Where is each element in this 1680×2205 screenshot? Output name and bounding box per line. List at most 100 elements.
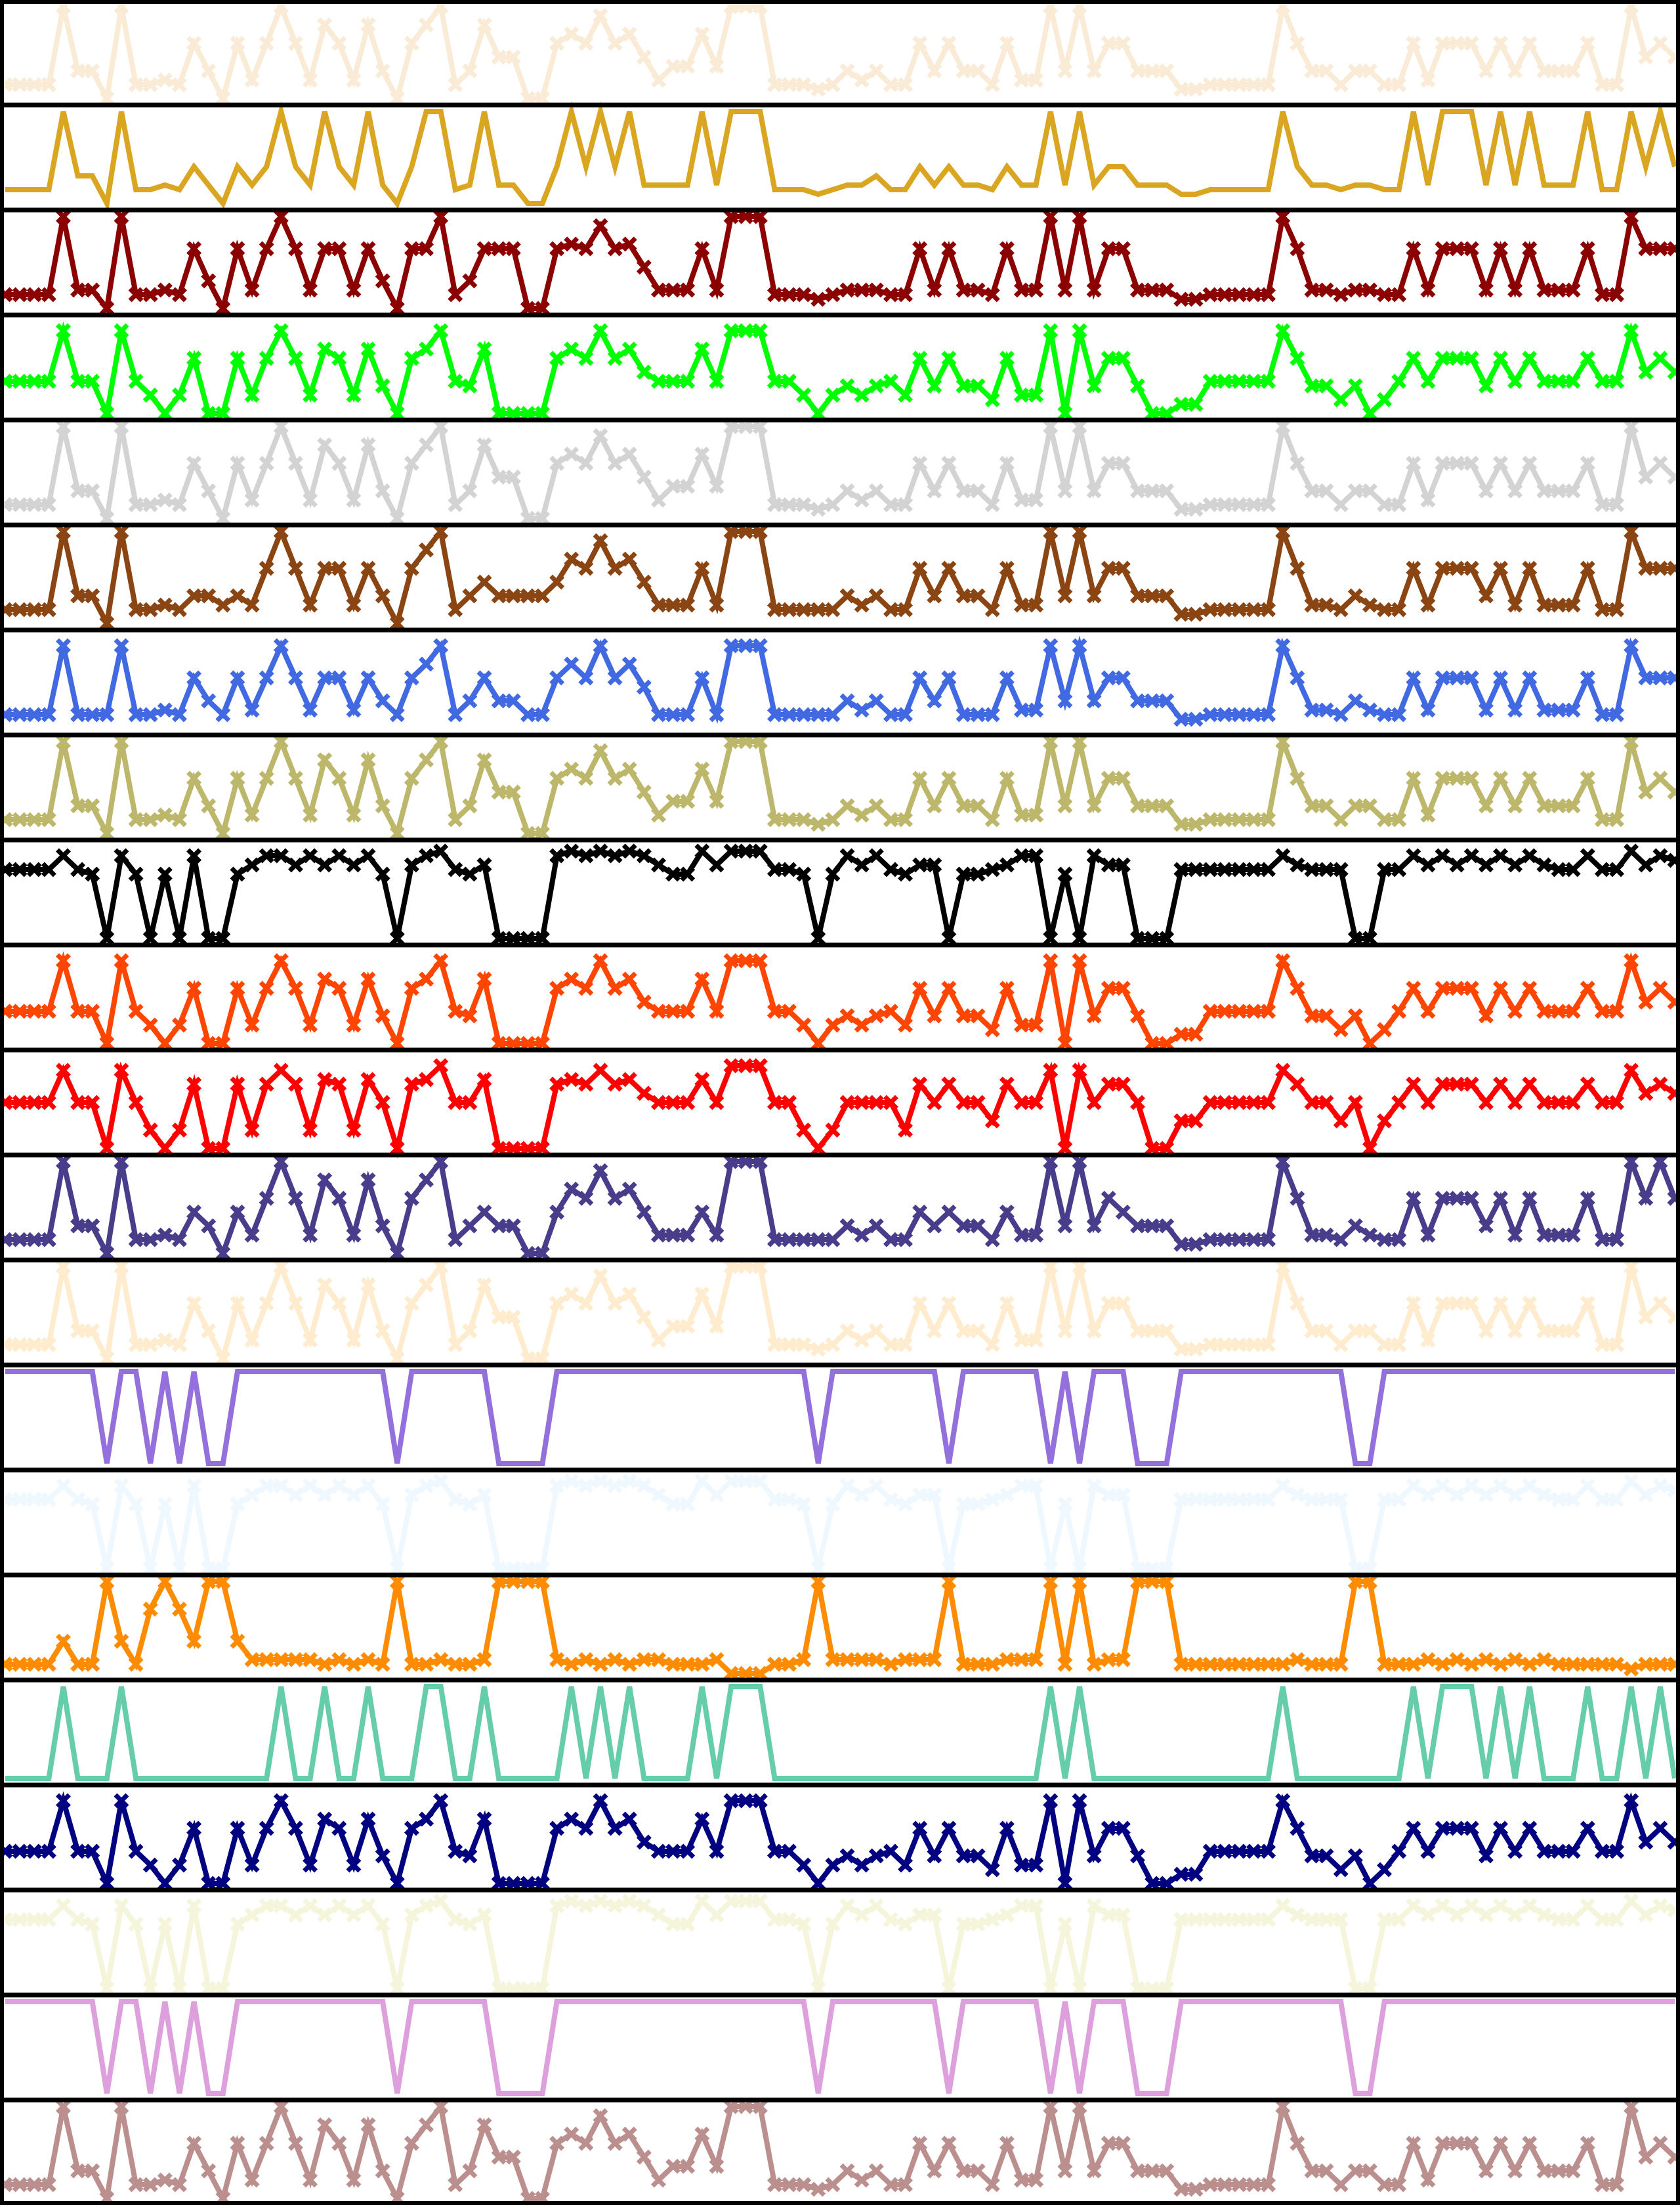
x-marker-stroke [1028,282,1044,298]
data-point [41,77,56,93]
x-marker-stroke [607,35,623,51]
data-point [1449,35,1465,51]
x-marker-stroke [1507,282,1523,298]
data-point [114,209,129,224]
data-point [1478,378,1494,394]
x-marker-stroke [970,63,986,79]
data-point [607,350,623,366]
x-marker-stroke [1202,77,1218,93]
x-marker-stroke [1115,35,1131,51]
x-marker-stroke [694,241,710,257]
data-point [1231,287,1247,303]
x-marker-stroke [505,49,521,65]
data-point [1420,373,1436,389]
data-point [1188,291,1204,307]
x-marker-stroke [1449,350,1465,366]
series-line-14 [5,1369,1675,1466]
x-marker-stroke [1377,287,1393,303]
x-marker-stroke [346,72,362,88]
data-point [883,287,898,303]
data-point [244,387,260,403]
x-marker-stroke [999,241,1015,257]
series-line-2 [5,101,1677,212]
data-point [535,406,550,421]
data-point [1101,350,1116,366]
data-point [85,483,100,499]
data-point [462,1218,478,1234]
x-marker-stroke [1463,350,1479,366]
data-point [636,364,652,380]
data-point [419,17,434,33]
data-point [505,406,521,421]
data-point [70,282,86,298]
data-point [1406,35,1421,51]
x-marker-stroke [782,77,797,93]
data-point [186,455,202,471]
data-point [1449,241,1465,257]
x-marker-stroke [404,241,419,257]
x-marker-stroke [1173,396,1189,412]
x-marker-stroke [1594,373,1610,389]
data-point [1551,282,1566,298]
data-point [665,373,681,389]
x-marker-stroke [1275,209,1291,224]
x-marker-stroke [1115,350,1131,366]
x-marker-stroke [419,341,434,357]
data-point [984,77,1000,93]
x-marker-stroke [1231,287,1247,303]
x-marker-stroke [970,282,986,298]
x-marker-stroke [201,406,217,421]
x-marker-stroke [564,236,579,252]
data-point [1463,35,1479,51]
x-marker-stroke [694,26,710,42]
x-marker-stroke [825,287,841,303]
x-marker-stroke [621,26,637,42]
x-marker-stroke [1580,35,1595,51]
x-marker-stroke [709,373,724,389]
data-point [26,77,42,93]
x-marker-stroke [273,209,289,224]
x-marker-stroke [1217,373,1232,389]
data-point [1463,350,1479,366]
x-marker-stroke [883,373,898,389]
x-marker-stroke [1522,35,1538,51]
x-marker-stroke [825,77,841,93]
x-marker-stroke [1406,241,1421,257]
x-marker-stroke [331,35,347,51]
x-marker-stroke [1551,373,1566,389]
data-point [448,373,463,389]
x-marker-stroke [1217,287,1232,303]
x-marker-stroke [999,35,1015,51]
x-marker-stroke [287,241,303,257]
data-point [259,350,274,366]
data-point [1318,282,1334,298]
x-marker-stroke [448,373,463,389]
x-marker-stroke [186,455,202,471]
x-marker-stroke [56,419,71,434]
data-point [1580,241,1595,257]
x-marker-stroke [12,497,28,513]
x-marker-stroke [520,406,536,421]
data-point [1449,350,1465,366]
data-point [1014,387,1029,403]
data-point [1638,49,1654,65]
data-point [752,209,768,224]
x-marker-stroke [854,387,870,403]
x-marker-stroke [1435,35,1450,51]
x-marker-stroke [810,406,826,421]
data-point [1261,373,1276,389]
data-point [868,282,884,298]
data-point [999,350,1015,366]
data-point [1086,378,1102,394]
x-marker-stroke [1609,373,1624,389]
x-marker-stroke [956,63,971,79]
data-point [99,406,115,421]
data-point [56,848,71,864]
x-marker-stroke [491,241,507,257]
data-point [273,1062,289,1078]
data-point [1362,63,1377,79]
data-point [941,350,957,366]
data-point [680,373,696,389]
x-marker-stroke [1290,35,1305,51]
